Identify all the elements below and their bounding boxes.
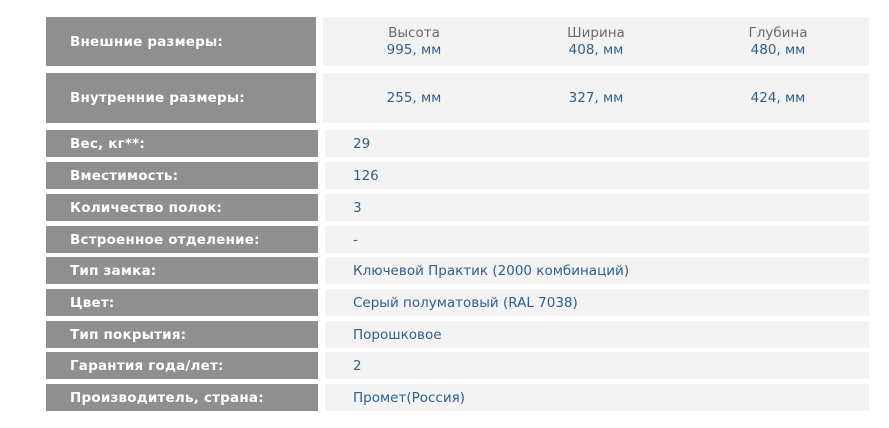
dim-header: Высота: [388, 24, 440, 41]
outer-dimensions-row: Внешние размеры: Высота 995, мм Ширина 408…: [46, 17, 869, 66]
dim-value: 255, мм: [386, 89, 442, 106]
spec-value: -: [325, 226, 869, 253]
spec-label: Гарантия года/лет:: [46, 352, 318, 379]
height-col: Высота 995, мм: [323, 25, 505, 59]
spec-value: 255, мм 327, мм 424, мм: [323, 73, 869, 123]
spec-value: 29: [325, 130, 869, 157]
spec-row: Количество полок: 3: [46, 194, 869, 221]
spec-row: Тип покрытия: Порошковое: [46, 321, 869, 348]
spec-row: Вместимость: 126: [46, 162, 869, 189]
width-col: Ширина 408, мм: [505, 25, 687, 59]
spec-label: Вместимость:: [46, 162, 318, 189]
dim-value: 480, мм: [750, 41, 806, 58]
dim-header: Ширина: [567, 24, 625, 41]
spec-value: 126: [325, 162, 869, 189]
dim-value: 408, мм: [568, 41, 624, 58]
spec-label: Количество полок:: [46, 194, 318, 221]
spec-value: 2: [325, 352, 869, 379]
inner-dimensions-row: Внутренние размеры: 255, мм 327, мм 424,…: [46, 73, 869, 123]
depth-col: 424, мм: [687, 90, 869, 107]
height-col: 255, мм: [323, 90, 505, 107]
spec-label: Встроенное отделение:: [46, 226, 318, 253]
spec-row: Производитель, страна: Промет(Россия): [46, 384, 869, 411]
spec-label: Вес, кг**:: [46, 130, 318, 157]
spec-value: 3: [325, 194, 869, 221]
spec-label: Тип замка:: [46, 257, 318, 284]
spec-value: Высота 995, мм Ширина 408, мм Глубина 480, …: [323, 17, 869, 66]
spec-row: Тип замка: Ключевой Практик (2000 комбина…: [46, 257, 869, 284]
spec-value: Серый полуматовый (RAL 7038): [325, 289, 869, 316]
dim-value: 995, мм: [386, 41, 442, 58]
spec-label: Тип покрытия:: [46, 321, 318, 348]
spec-row: Вес, кг**: 29: [46, 130, 869, 157]
spec-value: Ключевой Практик (2000 комбинаций): [325, 257, 869, 284]
width-col: 327, мм: [505, 90, 687, 107]
spec-label: Производитель, страна:: [46, 384, 318, 411]
spec-value: Порошковое: [325, 321, 869, 348]
spec-label: Внешние размеры:: [46, 17, 316, 66]
spec-value: Промет(Россия): [325, 384, 869, 411]
depth-col: Глубина 480, мм: [687, 25, 869, 59]
dim-header: Глубина: [748, 24, 808, 41]
spec-label: Цвет:: [46, 289, 318, 316]
spec-row: Цвет: Серый полуматовый (RAL 7038): [46, 289, 869, 316]
spec-row: Гарантия года/лет: 2: [46, 352, 869, 379]
dim-value: 424, мм: [750, 89, 806, 106]
spec-label: Внутренние размеры:: [46, 73, 316, 123]
spec-row: Встроенное отделение: -: [46, 226, 869, 253]
dim-value: 327, мм: [568, 89, 624, 106]
